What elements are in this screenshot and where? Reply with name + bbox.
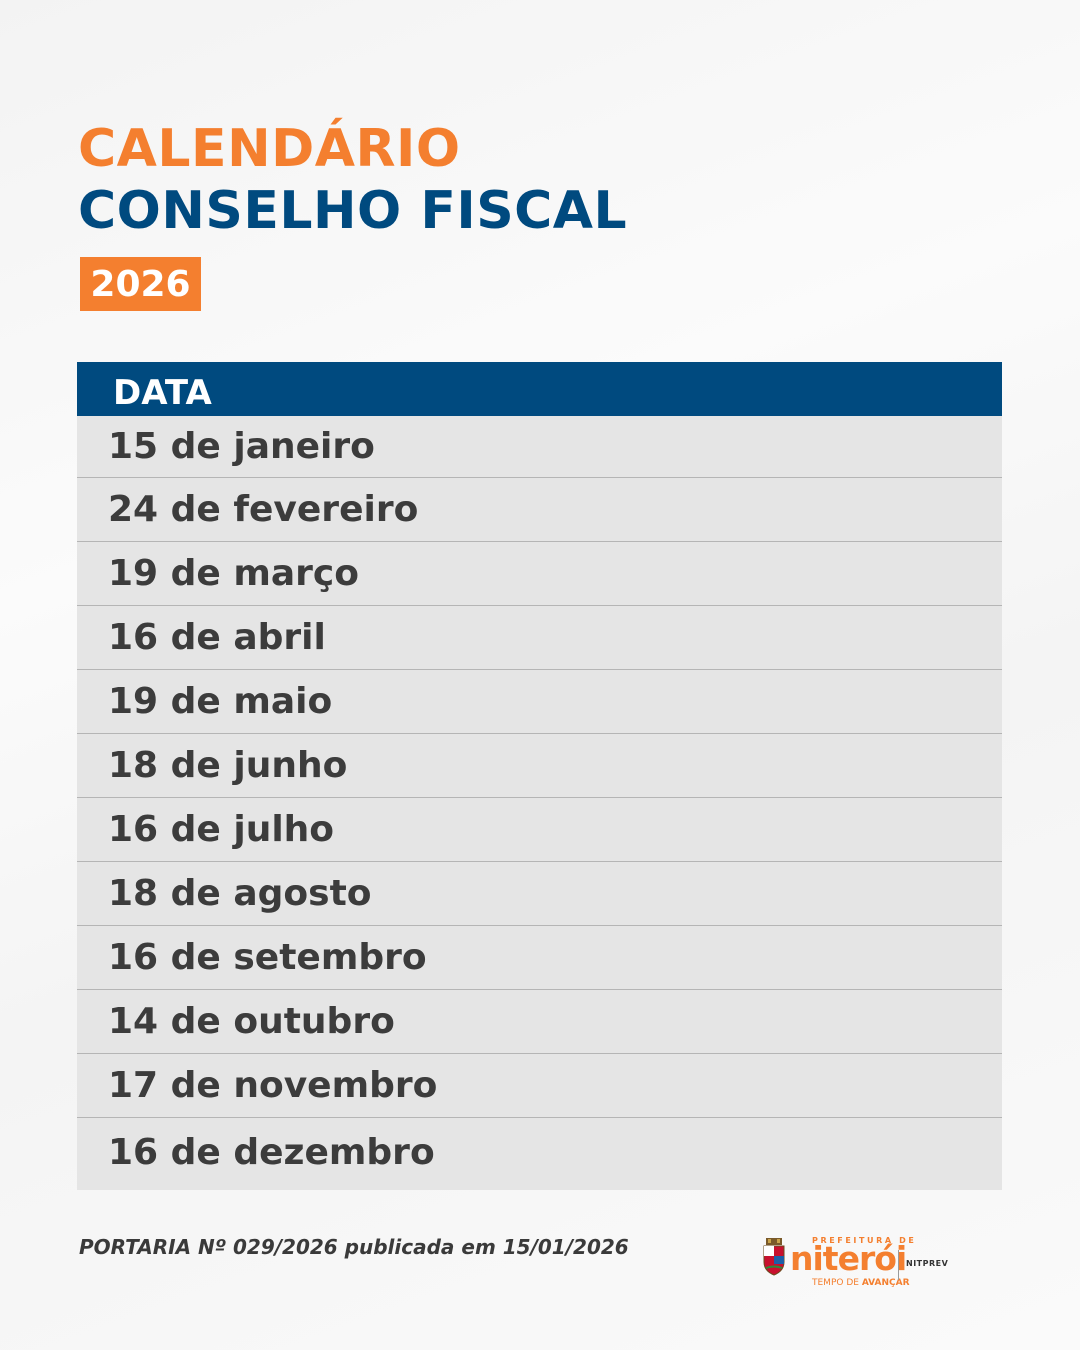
table-row: 14 de outubro [77, 990, 1002, 1054]
table-row: 15 de janeiro [77, 416, 1002, 478]
page-title-conselho-fiscal: CONSELHO FISCAL [78, 181, 628, 241]
page-heading: CALENDÁRIO CONSELHO FISCAL [78, 118, 627, 242]
logo-tagline: TEMPO DE AVANÇAR [812, 1278, 910, 1288]
logo-tagline-regular: TEMPO DE [812, 1278, 862, 1288]
logo-tagline-bold: AVANÇAR [861, 1278, 910, 1288]
table-row: 16 de setembro [77, 926, 1002, 990]
city-crest-icon [763, 1238, 785, 1276]
prefeitura-niteroi-logo: PREFEITURA DE niterói TEMPO DE AVANÇAR N… [760, 1236, 950, 1292]
table-row: 16 de abril [77, 606, 1002, 670]
logo-divider [898, 1250, 899, 1280]
portaria-note: PORTARIA Nº 029/2026 publicada em 15/01/… [79, 1235, 629, 1259]
table-row: 17 de novembro [77, 1054, 1002, 1118]
dates-table: DATA 15 de janeiro 24 de fevereiro 19 de… [77, 362, 1002, 1190]
table-header: DATA [77, 362, 1002, 416]
logo-nitprev-text: NITPREV [906, 1259, 949, 1268]
table-row: 19 de maio [77, 670, 1002, 734]
table-row: 18 de agosto [77, 862, 1002, 926]
table-row: 18 de junho [77, 734, 1002, 798]
page-title-calendario: CALENDÁRIO [78, 119, 461, 179]
logo-prefeitura-text: PREFEITURA DE [812, 1236, 917, 1245]
table-row: 16 de dezembro [108, 1132, 435, 1173]
logo-niteroi-wordmark: niterói [790, 1239, 907, 1278]
table-row: 16 de julho [77, 798, 1002, 862]
table-body: 15 de janeiro 24 de fevereiro 19 de març… [77, 416, 1002, 1190]
table-row: 19 de março [77, 542, 1002, 606]
table-row: 24 de fevereiro [77, 478, 1002, 542]
year-badge: 2026 [80, 257, 201, 311]
